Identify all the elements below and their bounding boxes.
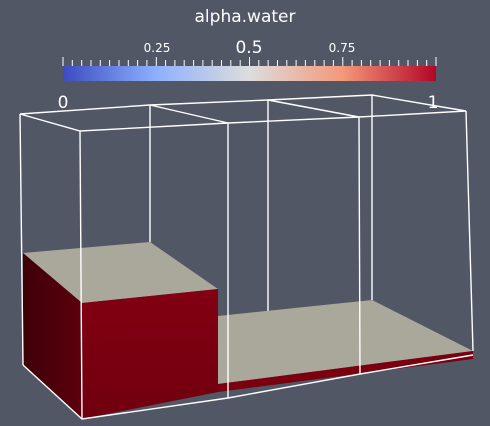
domain-outline-front <box>19 99 474 420</box>
legend-max-label: 1 <box>428 93 439 113</box>
legend-tick-marks <box>62 57 437 66</box>
water-block-side <box>23 253 82 419</box>
legend-tick-label: 0.5 <box>235 38 262 58</box>
legend-min-label: 0 <box>58 93 69 113</box>
water-layer-front <box>218 351 473 392</box>
legend-tick-label: 0.75 <box>329 41 356 55</box>
water-block-front <box>82 289 218 419</box>
legend-title: alpha.water <box>195 7 296 27</box>
water-column <box>23 242 473 419</box>
water-block-top <box>23 242 218 303</box>
water-layer-top <box>218 300 473 384</box>
legend-tick-label: 0.25 <box>144 41 171 55</box>
color-bar <box>63 66 436 81</box>
color-legend: alpha.water 0.25 0.5 0.75 0 1 <box>58 7 439 113</box>
